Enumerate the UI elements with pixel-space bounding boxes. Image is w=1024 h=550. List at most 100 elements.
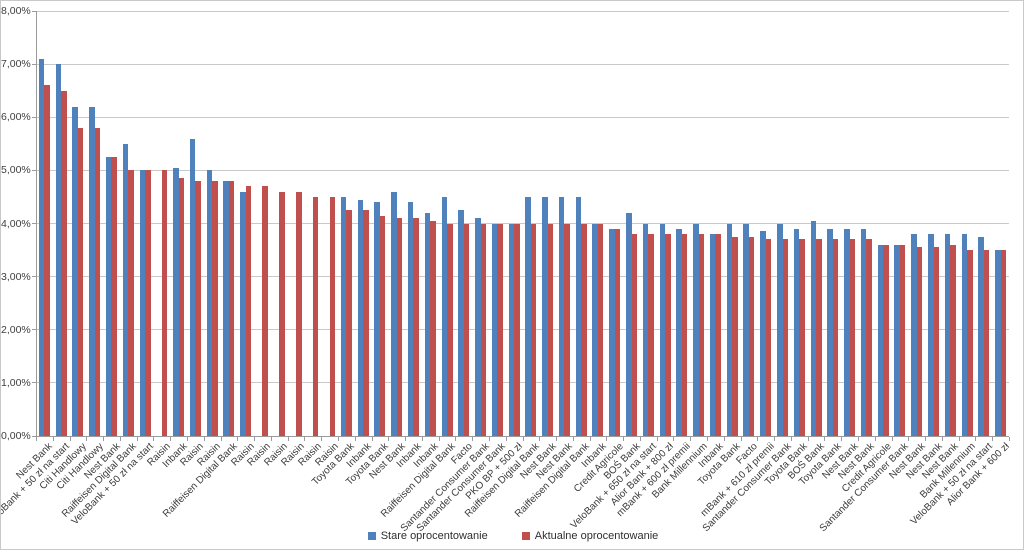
- x-axis-tick: [36, 437, 37, 441]
- bar-stare: [760, 231, 766, 436]
- bar-stare: [240, 191, 246, 436]
- bar-aktualne: [497, 223, 503, 436]
- legend-swatch-red: [521, 532, 530, 540]
- bar-aktualne: [413, 218, 419, 436]
- x-axis-tick: [69, 437, 71, 441]
- bar-stare: [928, 234, 934, 436]
- y-axis-tick: [32, 435, 36, 437]
- bar-aktualne: [681, 234, 688, 436]
- x-axis-tick: [841, 437, 843, 441]
- bar-stare: [223, 181, 229, 436]
- x-axis-tick: [740, 437, 742, 441]
- bar-stare: [105, 157, 112, 436]
- bar-aktualne: [665, 234, 671, 436]
- bar-stare: [55, 64, 62, 436]
- bar-aktualne: [933, 247, 939, 436]
- y-axis-label: 0,00%: [1, 430, 31, 442]
- bar-aktualne: [379, 215, 386, 436]
- bar-stare: [89, 106, 95, 436]
- bar-stare: [961, 234, 968, 436]
- gridline: [36, 382, 1009, 384]
- bar-aktualne: [597, 223, 604, 436]
- bar-aktualne: [547, 223, 554, 436]
- x-axis-tick: [388, 437, 390, 441]
- bar-stare: [592, 223, 598, 436]
- x-axis-tick: [589, 437, 591, 441]
- x-axis-tick: [556, 437, 558, 441]
- bar-aktualne: [530, 223, 537, 436]
- bar-aktualne: [799, 239, 805, 436]
- x-axis-tick: [958, 437, 960, 441]
- bar-stare: [340, 196, 347, 436]
- y-axis-label: 4,00%: [1, 217, 31, 230]
- x-axis-tick: [186, 437, 188, 441]
- bar-aktualne: [447, 223, 453, 436]
- bar-stare: [642, 223, 649, 436]
- x-axis-tick: [1009, 437, 1010, 441]
- bar-stare: [894, 244, 900, 436]
- x-axis-tick: [220, 437, 222, 441]
- bar-stare: [189, 138, 196, 436]
- bar-aktualne: [145, 170, 151, 436]
- x-axis-tick: [522, 437, 524, 441]
- x-axis-tick: [505, 437, 507, 441]
- bar-stare: [72, 106, 78, 436]
- bar-aktualne: [430, 220, 436, 436]
- bar-stare: [743, 223, 749, 436]
- bar-stare: [475, 218, 481, 436]
- bar-stare: [944, 234, 951, 436]
- bar-aktualne: [581, 223, 587, 436]
- gridline: [36, 63, 1009, 65]
- bar-aktualne: [983, 250, 990, 436]
- bar-stare: [491, 223, 498, 436]
- x-axis-tick: [170, 437, 172, 441]
- legend-label-stare: Stare oprocentowanie: [380, 530, 488, 542]
- x-axis-tick: [707, 437, 709, 441]
- bar-aktualne: [396, 218, 403, 436]
- bar-stare: [391, 191, 397, 436]
- bar-stare: [542, 196, 548, 436]
- gridline: [36, 276, 1009, 278]
- x-axis-tick: [472, 437, 474, 441]
- bar-aktualne: [631, 234, 638, 436]
- y-axis-tick: [32, 10, 36, 12]
- y-axis-tick: [32, 63, 36, 65]
- legend-item-aktualne: Aktualne oprocentowanie: [521, 530, 658, 542]
- gridline: [36, 223, 1009, 224]
- bar-stare: [441, 196, 447, 436]
- x-axis-tick: [354, 437, 356, 441]
- bar-aktualne: [161, 170, 168, 436]
- x-axis-tick: [136, 437, 138, 441]
- bar-aktualne: [329, 196, 336, 436]
- x-axis-tick: [119, 437, 121, 441]
- x-axis-tick: [304, 437, 306, 441]
- bar-aktualne: [262, 186, 268, 436]
- bar-aktualne: [212, 181, 218, 436]
- x-axis-tick: [421, 437, 423, 441]
- bar-aktualne: [1000, 250, 1007, 436]
- y-axis-label: 8,00%: [1, 5, 31, 17]
- x-axis-tick: [488, 437, 490, 441]
- x-axis-tick: [908, 437, 910, 441]
- bar-stare: [793, 228, 800, 436]
- bar-stare: [424, 212, 431, 436]
- bar-aktualne: [698, 234, 705, 436]
- x-axis-tick: [86, 437, 88, 441]
- x-axis-tick: [975, 437, 977, 441]
- y-axis-tick: [32, 116, 36, 118]
- bar-stare: [693, 223, 699, 436]
- y-axis-label: 3,00%: [1, 270, 31, 283]
- bar-stare: [407, 202, 414, 436]
- x-axis-tick: [941, 437, 943, 441]
- y-axis-label: 7,00%: [1, 58, 31, 71]
- bar-aktualne: [732, 236, 738, 436]
- bar-aktualne: [279, 191, 285, 436]
- bar-stare: [827, 228, 833, 436]
- gridline: [36, 169, 1009, 171]
- legend-item-stare: Stare oprocentowanie: [367, 530, 488, 542]
- x-axis-tick: [438, 437, 440, 441]
- x-axis-tick: [891, 437, 893, 441]
- x-axis-tick: [757, 437, 759, 441]
- bar-aktualne: [765, 239, 772, 436]
